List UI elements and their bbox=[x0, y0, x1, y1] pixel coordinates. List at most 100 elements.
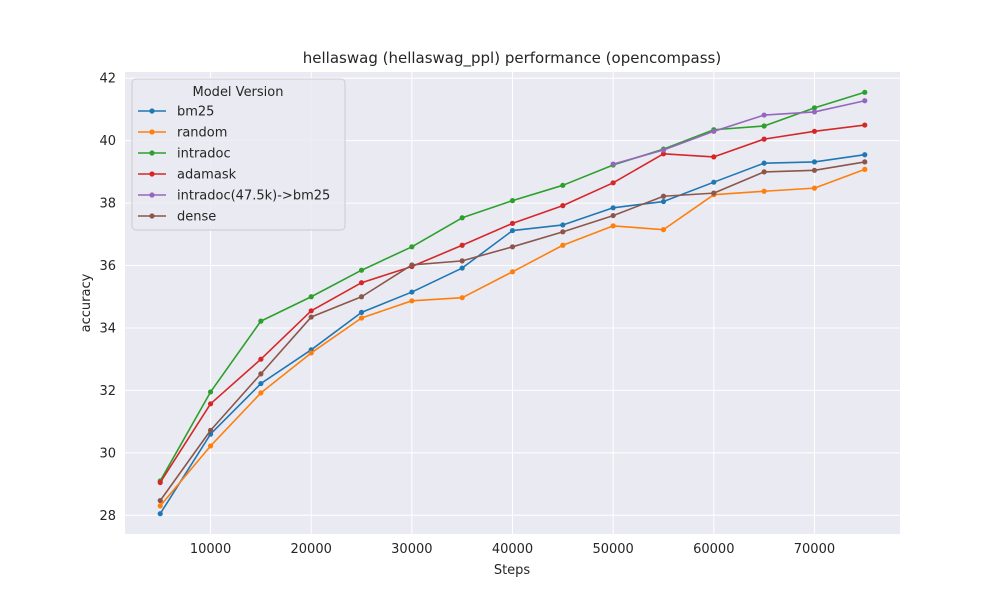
legend-item-random: random bbox=[138, 126, 227, 141]
data-point-adamask bbox=[358, 280, 365, 286]
y-tick-label: 36 bbox=[99, 259, 116, 274]
legend-item-dense: dense bbox=[138, 210, 216, 225]
legend-label: intradoc bbox=[177, 147, 231, 162]
legend-label: random bbox=[177, 126, 227, 141]
legend-marker bbox=[149, 108, 155, 114]
data-point-intradoc-47-5k-bm25 bbox=[660, 147, 667, 153]
y-tick-label: 34 bbox=[99, 321, 116, 336]
series-dense bbox=[157, 159, 868, 504]
grid bbox=[125, 72, 900, 534]
data-point-random bbox=[358, 315, 365, 321]
legend-label: bm25 bbox=[177, 105, 214, 120]
series-layer bbox=[157, 89, 868, 517]
data-point-bm25 bbox=[459, 265, 465, 271]
x-axis-label: Steps bbox=[494, 563, 531, 578]
data-point-dense bbox=[811, 167, 818, 173]
x-tick-label: 20000 bbox=[291, 542, 332, 557]
data-point-dense bbox=[761, 169, 767, 175]
legend-box bbox=[131, 78, 346, 231]
data-point-bm25 bbox=[409, 289, 415, 295]
data-point-intradoc bbox=[459, 215, 465, 221]
legend-marker bbox=[149, 192, 155, 198]
data-point-intradoc bbox=[761, 123, 767, 129]
series-line-intradoc-47-5k-bm25 bbox=[612, 99, 865, 165]
data-point-bm25 bbox=[761, 160, 767, 166]
data-point-dense bbox=[711, 190, 717, 196]
legend-marker bbox=[149, 171, 155, 177]
data-point-intradoc bbox=[409, 244, 415, 250]
legend: Model Version bm25 random intradoc adamask i… bbox=[131, 78, 346, 231]
y-tick-label: 38 bbox=[99, 197, 116, 212]
data-point-random bbox=[459, 295, 465, 301]
data-point-random bbox=[761, 188, 767, 194]
data-point-adamask bbox=[157, 479, 163, 486]
legend-label: intradoc(47.5k)->bm25 bbox=[177, 189, 330, 204]
x-tick-label: 70000 bbox=[794, 542, 835, 557]
series-bm25 bbox=[157, 152, 868, 517]
legend-item-bm25: bm25 bbox=[138, 105, 214, 120]
data-point-dense bbox=[358, 294, 365, 300]
data-point-intradoc bbox=[358, 267, 365, 273]
x-tick-label: 50000 bbox=[592, 542, 633, 557]
data-point-adamask bbox=[610, 180, 616, 186]
data-point-adamask bbox=[459, 242, 465, 248]
data-point-intradoc-47-5k-bm25 bbox=[811, 109, 818, 115]
x-tick-label: 10000 bbox=[190, 542, 231, 557]
legend-item-adamask: adamask bbox=[138, 168, 237, 183]
data-point-adamask bbox=[862, 122, 868, 128]
data-point-random bbox=[258, 390, 264, 396]
data-point-bm25 bbox=[560, 222, 566, 228]
data-point-intradoc-47-5k-bm25 bbox=[761, 112, 767, 118]
data-point-random bbox=[509, 269, 516, 275]
data-point-dense bbox=[560, 229, 566, 235]
y-tick-label: 28 bbox=[99, 509, 116, 524]
data-point-bm25 bbox=[660, 198, 667, 205]
data-point-bm25 bbox=[258, 380, 264, 387]
data-point-adamask bbox=[207, 401, 214, 407]
y-tick-label: 42 bbox=[99, 72, 116, 87]
x-tick-label: 40000 bbox=[492, 542, 533, 557]
data-point-intradoc bbox=[258, 318, 264, 324]
y-tick-label: 30 bbox=[99, 446, 116, 461]
data-point-random bbox=[862, 166, 868, 172]
y-tick-label: 32 bbox=[99, 384, 116, 399]
data-point-dense bbox=[258, 371, 264, 377]
legend-item-intradoc: intradoc bbox=[138, 147, 231, 162]
series-adamask bbox=[157, 122, 868, 486]
data-point-dense bbox=[207, 427, 214, 433]
data-point-bm25 bbox=[509, 227, 516, 234]
data-point-dense bbox=[409, 262, 415, 268]
legend-marker bbox=[149, 129, 155, 135]
data-point-dense bbox=[509, 244, 516, 250]
data-point-intradoc-47-5k-bm25 bbox=[610, 161, 616, 167]
data-point-dense bbox=[660, 193, 667, 199]
series-intradoc-47-5k-bm25 bbox=[610, 98, 868, 167]
y-tick-label: 40 bbox=[99, 134, 116, 149]
data-point-bm25 bbox=[811, 159, 818, 165]
data-point-dense bbox=[610, 212, 616, 219]
legend-label: dense bbox=[177, 210, 216, 225]
legend-item-intradoc-47-5k-bm25: intradoc(47.5k)->bm25 bbox=[138, 189, 330, 204]
legend-marker bbox=[149, 150, 155, 156]
data-point-intradoc bbox=[207, 389, 214, 395]
data-point-random bbox=[560, 242, 566, 248]
data-point-intradoc-47-5k-bm25 bbox=[862, 98, 868, 104]
data-point-random bbox=[157, 503, 163, 509]
legend-marker bbox=[149, 213, 155, 219]
data-point-adamask bbox=[711, 154, 717, 160]
data-point-adamask bbox=[560, 203, 566, 209]
data-point-intradoc bbox=[560, 182, 566, 188]
data-point-adamask bbox=[761, 136, 767, 142]
data-point-intradoc bbox=[862, 89, 868, 95]
x-tick-labels: 10000 20000 30000 40000 50000 60000 70000 bbox=[190, 542, 835, 557]
data-point-bm25 bbox=[157, 511, 163, 517]
data-point-random bbox=[811, 185, 818, 191]
data-point-dense bbox=[459, 258, 465, 264]
data-point-intradoc bbox=[308, 294, 314, 300]
data-point-bm25 bbox=[358, 309, 365, 315]
data-point-intradoc-47-5k-bm25 bbox=[711, 128, 717, 134]
x-tick-label: 60000 bbox=[693, 542, 734, 557]
series-random bbox=[157, 166, 868, 509]
data-point-adamask bbox=[308, 308, 314, 314]
x-tick-label: 30000 bbox=[391, 542, 432, 557]
